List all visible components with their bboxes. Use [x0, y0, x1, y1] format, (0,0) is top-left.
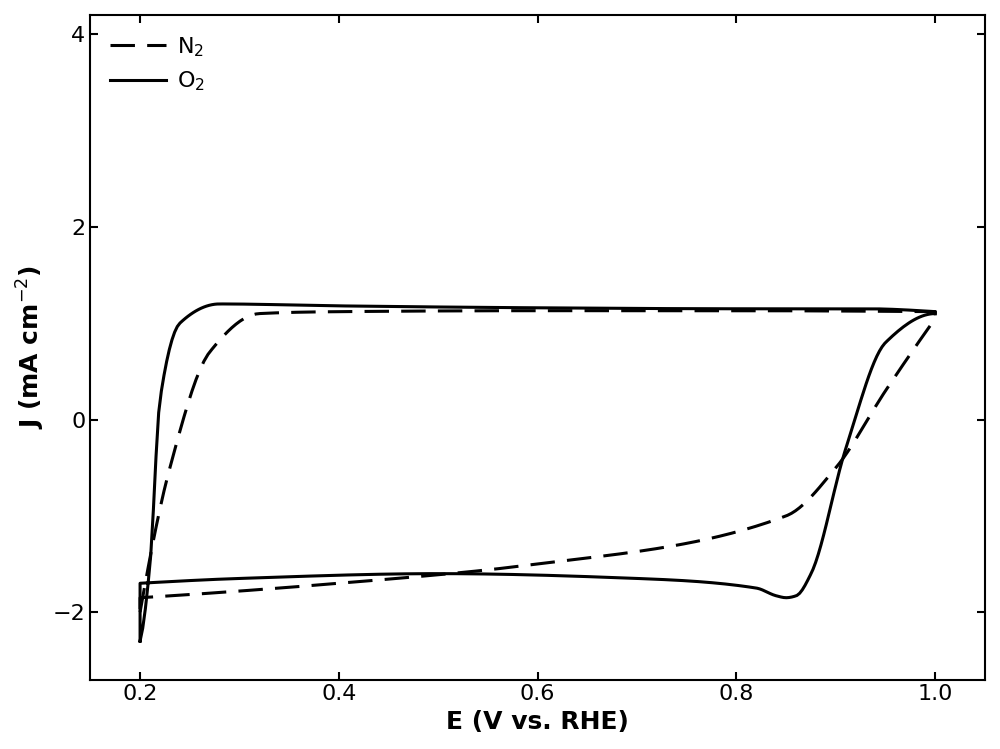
X-axis label: E (V vs. RHE): E (V vs. RHE)	[446, 710, 629, 734]
$\mathrm{N_2}$	[849, 435, 861, 444]
$\mathrm{O_2}$	[134, 637, 146, 646]
$\mathrm{N_2}$	[554, 557, 566, 565]
Line: $\mathrm{N_2}$: $\mathrm{N_2}$	[140, 311, 935, 612]
$\mathrm{O_2}$	[214, 300, 226, 309]
$\mathrm{N_2}$	[714, 306, 726, 315]
$\mathrm{N_2}$	[534, 306, 546, 315]
$\mathrm{O_2}$	[238, 300, 250, 309]
Line: $\mathrm{O_2}$: $\mathrm{O_2}$	[140, 304, 935, 641]
$\mathrm{N_2}$	[342, 307, 354, 316]
$\mathrm{O_2}$	[435, 303, 447, 312]
$\mathrm{N_2}$	[921, 325, 933, 334]
Legend: $\mathrm{N_2}$, $\mathrm{O_2}$: $\mathrm{N_2}$, $\mathrm{O_2}$	[101, 26, 214, 102]
$\mathrm{O_2}$	[134, 637, 146, 646]
$\mathrm{N_2}$	[134, 607, 146, 616]
$\mathrm{N_2}$	[134, 607, 146, 616]
$\mathrm{O_2}$	[235, 574, 247, 583]
Y-axis label: J (mA cm$^{-2}$): J (mA cm$^{-2}$)	[15, 265, 47, 429]
$\mathrm{O_2}$	[663, 304, 675, 313]
$\mathrm{O_2}$	[179, 576, 191, 585]
$\mathrm{O_2}$	[453, 569, 465, 578]
$\mathrm{N_2}$	[706, 533, 718, 542]
